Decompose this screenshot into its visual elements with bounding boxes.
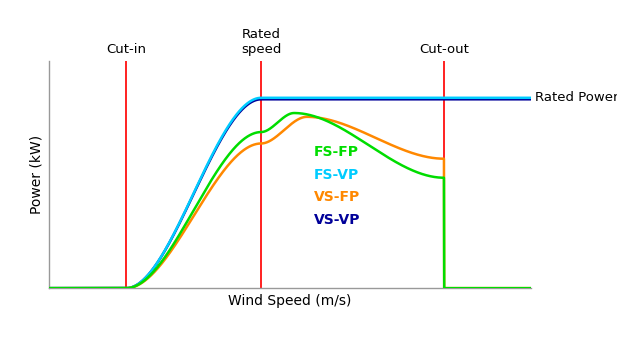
Text: FS-VP: FS-VP <box>314 167 359 182</box>
Text: FS-FP: FS-FP <box>314 145 359 159</box>
Text: Rated Power: Rated Power <box>536 91 617 104</box>
X-axis label: Wind Speed (m/s): Wind Speed (m/s) <box>228 294 352 308</box>
Text: VS-FP: VS-FP <box>314 190 360 204</box>
Y-axis label: Power (kW): Power (kW) <box>30 135 44 214</box>
Text: Rated
speed: Rated speed <box>241 28 281 57</box>
Text: VS-VP: VS-VP <box>314 213 360 227</box>
Text: Cut-in: Cut-in <box>106 43 146 57</box>
Text: Cut-out: Cut-out <box>419 43 469 57</box>
